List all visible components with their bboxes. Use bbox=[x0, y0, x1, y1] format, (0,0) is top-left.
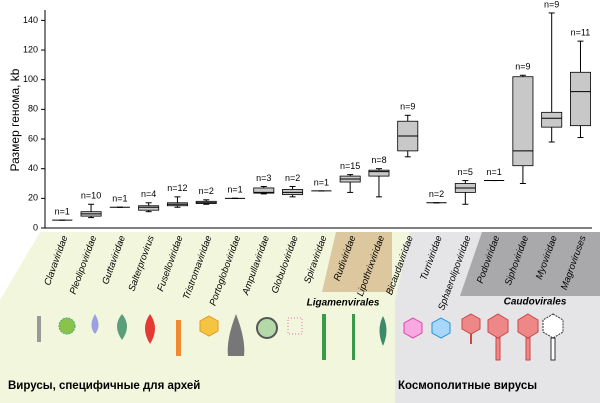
n-label: n=5 bbox=[458, 167, 473, 177]
n-label: n=10 bbox=[81, 191, 101, 201]
y-tick-label: 20 bbox=[28, 193, 38, 203]
y-axis-label: Размер генома, kb bbox=[8, 68, 22, 171]
y-tick-label: 80 bbox=[28, 104, 38, 114]
n-label: n=9 bbox=[544, 0, 559, 9]
n-label: n=1 bbox=[227, 185, 242, 195]
y-tick-label: 100 bbox=[23, 74, 38, 84]
box bbox=[570, 71, 591, 127]
n-label: n=12 bbox=[167, 183, 187, 193]
n-label: n=8 bbox=[371, 155, 386, 165]
y-tick-label: 140 bbox=[23, 15, 38, 25]
group-label: Ligamenvirales bbox=[307, 298, 380, 309]
archaea-panel bbox=[0, 232, 410, 403]
n-label: n=2 bbox=[285, 173, 300, 183]
n-label: n=1 bbox=[314, 177, 329, 187]
box bbox=[368, 169, 390, 177]
y-tick-label: 0 bbox=[33, 222, 38, 232]
n-label: n=15 bbox=[340, 161, 360, 171]
y-tick-label: 40 bbox=[28, 163, 38, 173]
box bbox=[541, 111, 563, 128]
section-label: Космополитные вирусы bbox=[398, 380, 537, 392]
n-label: n=9 bbox=[400, 102, 415, 112]
y-tick-label: 120 bbox=[23, 44, 38, 54]
n-label: n=9 bbox=[515, 62, 530, 72]
icons bbox=[37, 313, 564, 361]
caudovirales-band bbox=[460, 232, 600, 296]
box bbox=[253, 187, 275, 194]
n-label: n=2 bbox=[199, 186, 214, 196]
n-label: n=11 bbox=[571, 28, 591, 38]
n-label: n=1 bbox=[112, 194, 127, 204]
box bbox=[512, 76, 534, 167]
n-label: n=4 bbox=[141, 189, 156, 199]
group-label: Caudovirales bbox=[504, 297, 567, 308]
n-label: n=2 bbox=[429, 189, 444, 199]
n-label: n=1 bbox=[486, 167, 501, 177]
ligamenvirales-band bbox=[322, 232, 392, 292]
n-label: n=3 bbox=[256, 173, 271, 183]
n-label: n=1 bbox=[55, 207, 70, 217]
section-label: Вирусы, специфичные для архей bbox=[8, 380, 200, 392]
y-tick-label: 60 bbox=[28, 133, 38, 143]
box bbox=[138, 205, 160, 211]
